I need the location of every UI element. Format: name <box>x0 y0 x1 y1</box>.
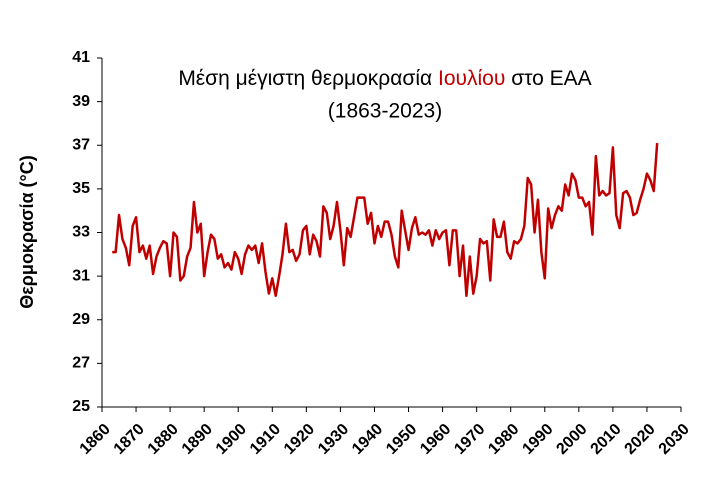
y-tick-label: 29 <box>72 311 90 328</box>
title-part: στο ΕΑΑ <box>511 67 592 90</box>
x-tick-label: 1860 <box>77 421 114 458</box>
x-tick-label: 1970 <box>451 421 488 458</box>
x-tick-label: 1980 <box>485 421 522 458</box>
y-tick-label: 37 <box>72 136 90 153</box>
x-tick-label: 2010 <box>588 421 625 458</box>
x-tick-label: 1890 <box>179 421 216 458</box>
y-axis-label: Θερμοκρασία (°C) <box>17 155 37 309</box>
x-tick-label: 2020 <box>622 421 659 458</box>
x-tick-label: 1990 <box>519 421 556 458</box>
y-tick-label: 33 <box>72 224 90 241</box>
x-tick-label: 1960 <box>417 421 454 458</box>
title-part: Μέση μέγιστη θερμοκρασία <box>178 67 432 90</box>
x-tick-label: 1950 <box>383 421 420 458</box>
x-tick-label: 2030 <box>656 421 693 458</box>
y-tick-label: 25 <box>72 398 90 415</box>
y-tick-label: 39 <box>72 93 90 110</box>
x-tick-label: 1880 <box>145 421 182 458</box>
x-tick-label: 1870 <box>111 421 148 458</box>
x-tick-label: 1900 <box>213 421 250 458</box>
x-tick-label: 1930 <box>315 421 352 458</box>
y-tick-label: 31 <box>72 267 90 284</box>
y-tick-label: 27 <box>72 355 90 372</box>
x-tick-label: 1910 <box>247 421 284 458</box>
y-tick-label: 35 <box>72 180 90 197</box>
chart-title: Μέση μέγιστη θερμοκρασία Ιουλίου στο ΕΑΑ <box>178 67 591 90</box>
chart-subtitle: (1863-2023) <box>328 100 442 123</box>
x-tick-label: 1940 <box>349 421 386 458</box>
x-tick-label: 2000 <box>553 421 590 458</box>
title-part: Ιουλίου <box>438 67 505 90</box>
data-line <box>112 142 659 298</box>
x-tick-label: 1920 <box>281 421 318 458</box>
y-tick-label: 41 <box>72 49 90 66</box>
